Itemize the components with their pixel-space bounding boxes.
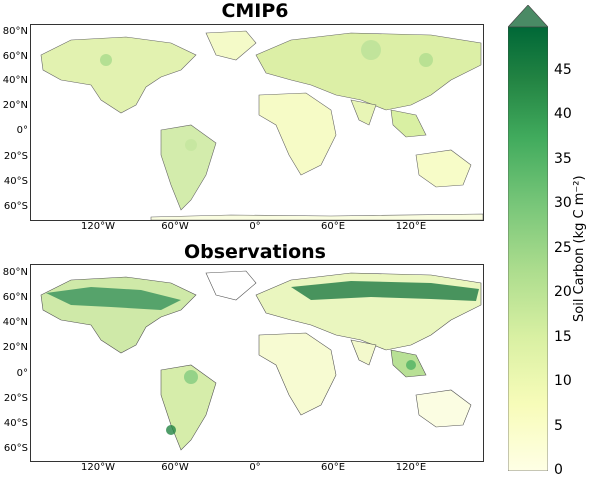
- landmass-australia: [415, 389, 472, 428]
- colorbar-gradient: [508, 26, 548, 471]
- landmass-antarctica: [150, 213, 483, 220]
- lon-label: 120°W: [81, 221, 115, 232]
- lon-label: 60°E: [320, 221, 346, 232]
- colorbar-tick: 10: [554, 373, 572, 389]
- lat-label: 40°S: [3, 176, 28, 187]
- lat-label: 20°N: [2, 100, 28, 111]
- colorbar-tick: 20: [554, 284, 572, 300]
- colorbar-tick: 45: [554, 62, 572, 78]
- landmass-australia: [415, 149, 472, 188]
- colorbar-tick: 25: [554, 240, 572, 256]
- lat-label: 0°: [16, 125, 28, 136]
- boreal-high-carbon-band: [46, 287, 181, 310]
- map-panel-cmip6: [30, 24, 484, 221]
- lat-label: 20°S: [3, 151, 28, 162]
- lon-label: 0°: [249, 462, 261, 473]
- landmass-africa: [258, 92, 337, 176]
- landmass-greenland: [205, 30, 257, 61]
- colorbar-tick: 0: [554, 462, 563, 478]
- landmass-south-asia: [350, 99, 377, 126]
- lat-label: 40°S: [3, 418, 28, 429]
- colorbar-extend-arrow: [508, 5, 548, 28]
- lon-label: 120°E: [395, 462, 427, 473]
- lat-label: 20°N: [2, 342, 28, 353]
- landmass-north-america: [40, 276, 197, 354]
- colorbar-tick: 30: [554, 195, 572, 211]
- colorbar-tick: 40: [554, 106, 572, 122]
- lat-label: 60°S: [3, 443, 28, 454]
- map-title-observations: Observations: [183, 241, 326, 263]
- landmass-south-asia: [350, 339, 377, 366]
- lat-label: 40°N: [2, 317, 28, 328]
- landmass-eurasia: [255, 32, 482, 111]
- lat-label: 40°N: [2, 75, 28, 86]
- lat-label: 20°S: [3, 393, 28, 404]
- colorbar-tick: 15: [554, 329, 572, 345]
- lat-label: 60°N: [2, 51, 28, 62]
- map-observations-svg: [40, 270, 482, 451]
- lon-label: 60°W: [161, 221, 189, 232]
- landmass-southeast-asia: [390, 109, 427, 138]
- lon-label: 60°E: [320, 462, 346, 473]
- lat-label: 0°: [16, 368, 28, 379]
- landmass-greenland: [205, 270, 257, 301]
- map-panel-observations: [30, 264, 484, 462]
- lat-label: 80°N: [2, 267, 28, 278]
- lat-label: 80°N: [2, 26, 28, 37]
- lon-label: 0°: [249, 221, 261, 232]
- lat-label: 60°S: [3, 201, 28, 212]
- lat-label: 60°N: [2, 292, 28, 303]
- colorbar: [508, 5, 548, 471]
- boreal-high-carbon-band-eurasia: [291, 281, 479, 301]
- map-title-cmip6: CMIP6: [221, 0, 289, 22]
- lon-label: 120°E: [395, 221, 427, 232]
- lon-label: 60°W: [161, 462, 189, 473]
- landmass-north-america: [40, 36, 197, 114]
- colorbar-tick: 35: [554, 151, 572, 167]
- colorbar-label: Soil Carbon (kg C m⁻²): [572, 175, 587, 322]
- lon-label: 120°W: [81, 462, 115, 473]
- landmass-africa: [258, 332, 337, 416]
- landmass-south-america: [160, 124, 217, 211]
- colorbar-tick: 5: [554, 418, 563, 434]
- map-cmip6-svg: [40, 30, 483, 220]
